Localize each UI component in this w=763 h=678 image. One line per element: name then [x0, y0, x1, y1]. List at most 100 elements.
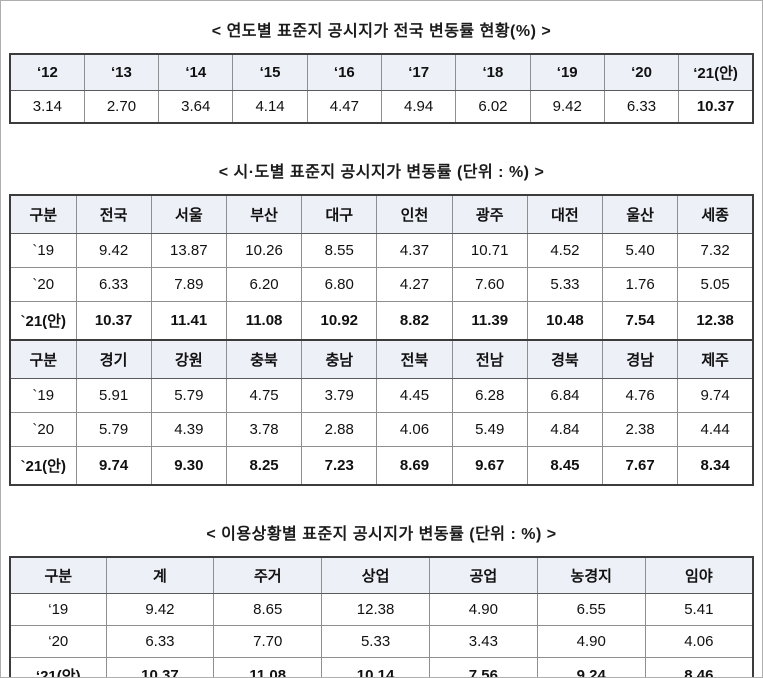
data-cell: 5.40: [602, 233, 679, 268]
data-cell: 4.14: [232, 90, 308, 124]
table2-row-19b: `19 5.91 5.79 4.75 3.79 4.45 6.28 6.84 4…: [9, 378, 754, 413]
data-cell: 2.70: [83, 90, 160, 124]
data-cell: 7.32: [677, 233, 754, 268]
table2-header-row-1: 구분 전국 서울 부산 대구 인천 광주 대전 울산 세종: [9, 194, 754, 234]
header-cell: 경북: [526, 339, 604, 379]
data-cell: 1.76: [602, 267, 679, 302]
data-cell: 4.06: [376, 412, 453, 447]
row-label-cell: `20: [9, 412, 77, 447]
data-cell: 7.70: [213, 625, 323, 658]
header-cell: ‘18: [455, 53, 531, 91]
data-cell: 6.33: [603, 90, 680, 124]
data-cell: 5.79: [75, 412, 152, 447]
data-cell: 6.20: [225, 267, 303, 302]
data-cell: 11.41: [150, 301, 227, 341]
header-cell: 광주: [451, 194, 528, 234]
header-cell: 공업: [428, 556, 538, 594]
row-label-cell: `19: [9, 233, 77, 268]
data-cell: 10.37: [75, 301, 152, 341]
header-cell: 주거: [213, 556, 323, 594]
header-cell: 구분: [9, 194, 77, 234]
data-cell: 2.38: [602, 412, 679, 447]
data-cell: 3.14: [9, 90, 85, 124]
header-cell: ‘12: [9, 53, 85, 91]
row-label-cell: ‘21(안): [9, 657, 107, 677]
data-cell: 6.80: [301, 267, 378, 302]
header-cell: 강원: [150, 339, 227, 379]
data-cell: 4.45: [376, 378, 453, 413]
data-cell: 4.90: [536, 625, 646, 658]
data-cell: 4.76: [602, 378, 679, 413]
data-cell: 12.38: [677, 301, 754, 341]
header-cell: ‘20: [603, 53, 680, 91]
data-cell: 3.78: [225, 412, 303, 447]
data-cell: 8.69: [376, 446, 453, 486]
data-cell: 7.60: [451, 267, 528, 302]
data-cell: 10.26: [225, 233, 303, 268]
data-cell: 11.08: [225, 301, 303, 341]
header-cell: 대구: [301, 194, 378, 234]
data-cell: 4.44: [677, 412, 754, 447]
data-cell: 10.92: [301, 301, 378, 341]
data-cell: 5.05: [677, 267, 754, 302]
data-cell: 4.52: [526, 233, 604, 268]
table2-row-20: `20 6.33 7.89 6.20 6.80 4.27 7.60 5.33 1…: [9, 267, 754, 302]
table2-regional-change: 구분 전국 서울 부산 대구 인천 광주 대전 울산 세종 `19 9.42 1…: [9, 194, 754, 486]
data-cell: 8.65: [213, 593, 323, 626]
header-cell: ‘17: [380, 53, 457, 91]
data-cell: 9.74: [75, 446, 152, 486]
data-cell: 7.56: [428, 657, 538, 677]
data-cell: 9.42: [529, 90, 605, 124]
header-cell: 제주: [677, 339, 754, 379]
data-cell: 3.43: [428, 625, 538, 658]
data-cell: 4.90: [428, 593, 538, 626]
data-cell: 8.34: [677, 446, 754, 486]
data-cell: 10.48: [526, 301, 604, 341]
data-cell: 4.27: [376, 267, 453, 302]
header-cell: 울산: [602, 194, 679, 234]
table1-header-row: ‘12 ‘13 ‘14 ‘15 ‘16 ‘17 ‘18 ‘19 ‘20 ‘21(…: [9, 53, 754, 91]
data-cell: 5.49: [451, 412, 528, 447]
data-cell: 4.47: [306, 90, 382, 124]
data-cell: 7.89: [150, 267, 227, 302]
header-cell: 경기: [75, 339, 152, 379]
data-cell: 4.39: [150, 412, 227, 447]
header-cell: 충남: [301, 339, 378, 379]
table3-row-19: ‘19 9.42 8.65 12.38 4.90 6.55 5.41: [9, 593, 754, 626]
data-cell: 11.39: [451, 301, 528, 341]
data-cell: 6.33: [105, 625, 215, 658]
data-cell: 8.55: [301, 233, 378, 268]
header-cell: 상업: [321, 556, 430, 594]
table1-yearly-national-change: ‘12 ‘13 ‘14 ‘15 ‘16 ‘17 ‘18 ‘19 ‘20 ‘21(…: [9, 53, 754, 124]
row-label-cell: `21(안): [9, 301, 77, 341]
data-cell: 8.25: [225, 446, 303, 486]
data-cell: 6.55: [536, 593, 646, 626]
header-cell: ‘13: [83, 53, 160, 91]
header-cell: 임야: [644, 556, 754, 594]
row-label-cell: ‘19: [9, 593, 107, 626]
header-cell: ‘16: [306, 53, 382, 91]
data-cell: 8.45: [526, 446, 604, 486]
data-cell: 6.28: [451, 378, 528, 413]
table3-row-20: ‘20 6.33 7.70 5.33 3.43 4.90 4.06: [9, 625, 754, 658]
header-cell: ‘14: [158, 53, 234, 91]
data-cell: 4.75: [225, 378, 303, 413]
table1-value-row: 3.14 2.70 3.64 4.14 4.47 4.94 6.02 9.42 …: [9, 90, 754, 124]
table2-title: < 시·도별 표준지 공시지가 변동률 (단위 : %) >: [218, 164, 545, 181]
data-cell: 3.64: [158, 90, 234, 124]
data-cell: 9.67: [451, 446, 528, 486]
data-cell: 10.37: [678, 90, 754, 124]
data-cell: 7.23: [301, 446, 378, 486]
header-cell: 농경지: [536, 556, 646, 594]
data-cell: 11.08: [213, 657, 323, 677]
header-cell: 충북: [225, 339, 303, 379]
row-label-cell: `20: [9, 267, 77, 302]
data-cell: 6.84: [526, 378, 604, 413]
data-cell: 4.84: [526, 412, 604, 447]
header-cell: ‘15: [232, 53, 308, 91]
data-cell: 8.46: [644, 657, 754, 677]
data-cell: 9.74: [677, 378, 754, 413]
row-label-cell: `19: [9, 378, 77, 413]
row-label-cell: `21(안): [9, 446, 77, 486]
data-cell: 10.71: [451, 233, 528, 268]
